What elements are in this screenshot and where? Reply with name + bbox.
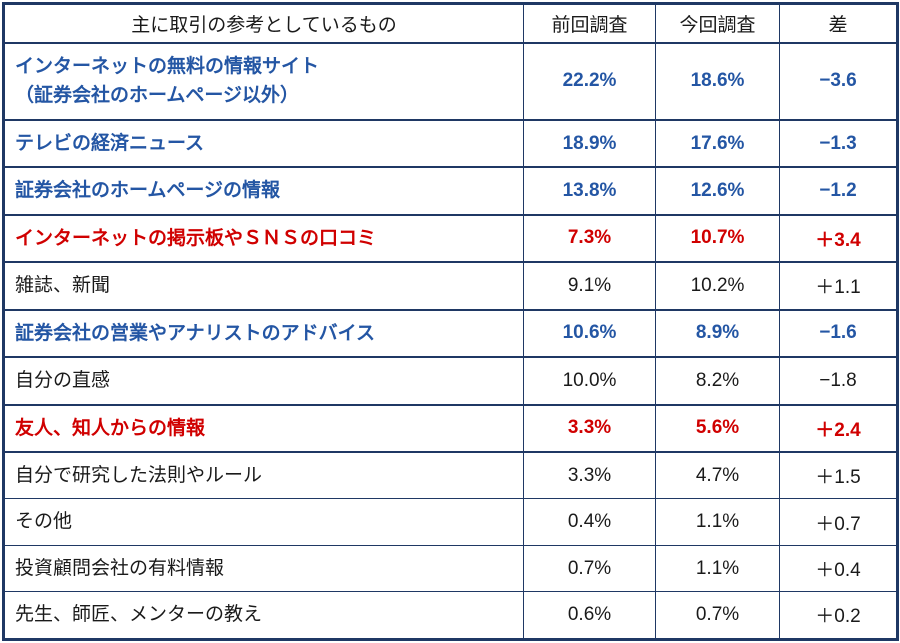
row-label: インターネットの無料の情報サイト （証券会社のホームページ以外） (3, 42, 524, 121)
table-header: 主に取引の参考としているもの 前回調査 今回調査 差 (3, 3, 898, 44)
table-row: 雑誌、新聞 9.1% 10.2% ＋1.1 (3, 261, 898, 311)
difference-value: −1.8 (779, 356, 898, 406)
header-previous-survey: 前回調査 (523, 3, 656, 44)
difference-value: −1.3 (779, 118, 898, 169)
table-row: その他 0.4% 1.1% ＋0.7 (3, 498, 898, 546)
table-row: インターネットの掲示板やＳＮＳの口コミ 7.3% 10.7% ＋3.4 (3, 213, 898, 264)
table-row: インターネットの無料の情報サイト （証券会社のホームページ以外） 22.2% 18.… (3, 42, 898, 121)
current-value: 12.6% (655, 166, 780, 216)
previous-value: 0.4% (523, 498, 656, 546)
header-row: 主に取引の参考としているもの 前回調査 今回調査 差 (3, 3, 898, 44)
header-current-survey: 今回調査 (655, 3, 780, 44)
row-label: 証券会社のホームページの情報 (3, 166, 524, 216)
difference-value: ＋3.4 (779, 213, 898, 264)
current-value: 1.1% (655, 498, 780, 546)
table-row: 自分の直感 10.0% 8.2% −1.8 (3, 356, 898, 406)
header-reference-source: 主に取引の参考としているもの (3, 3, 524, 44)
previous-value: 0.7% (523, 544, 656, 593)
difference-value: −3.6 (779, 42, 898, 121)
previous-value: 3.3% (523, 403, 656, 453)
previous-value: 0.6% (523, 591, 656, 640)
row-label: 雑誌、新聞 (3, 261, 524, 311)
table-row: テレビの経済ニュース 18.9% 17.6% −1.3 (3, 118, 898, 169)
previous-value: 9.1% (523, 261, 656, 311)
current-value: 10.7% (655, 213, 780, 264)
previous-value: 10.6% (523, 308, 656, 359)
difference-value: ＋1.5 (779, 451, 898, 500)
row-label: 証券会社の営業やアナリストのアドバイス (3, 308, 524, 359)
table-body: インターネットの無料の情報サイト （証券会社のホームページ以外） 22.2% 18.… (3, 42, 898, 640)
previous-value: 18.9% (523, 118, 656, 169)
row-label: テレビの経済ニュース (3, 118, 524, 169)
difference-value: −1.6 (779, 308, 898, 359)
header-difference: 差 (779, 3, 898, 44)
current-value: 5.6% (655, 403, 780, 453)
difference-value: ＋0.4 (779, 544, 898, 593)
previous-value: 7.3% (523, 213, 656, 264)
row-label: 自分の直感 (3, 356, 524, 406)
row-label: 先生、師匠、メンターの教え (3, 591, 524, 640)
table-row: 証券会社の営業やアナリストのアドバイス 10.6% 8.9% −1.6 (3, 308, 898, 359)
previous-value: 13.8% (523, 166, 656, 216)
table-row: 友人、知人からの情報 3.3% 5.6% ＋2.4 (3, 403, 898, 453)
current-value: 17.6% (655, 118, 780, 169)
difference-value: −1.2 (779, 166, 898, 216)
current-value: 4.7% (655, 451, 780, 500)
current-value: 8.9% (655, 308, 780, 359)
table-row: 証券会社のホームページの情報 13.8% 12.6% −1.2 (3, 166, 898, 216)
current-value: 10.2% (655, 261, 780, 311)
table-row: 先生、師匠、メンターの教え 0.6% 0.7% ＋0.2 (3, 591, 898, 640)
difference-value: ＋0.7 (779, 498, 898, 546)
previous-value: 10.0% (523, 356, 656, 406)
current-value: 8.2% (655, 356, 780, 406)
row-label: その他 (3, 498, 524, 546)
row-label: 自分で研究した法則やルール (3, 451, 524, 500)
previous-value: 22.2% (523, 42, 656, 121)
current-value: 0.7% (655, 591, 780, 640)
difference-value: ＋0.2 (779, 591, 898, 640)
table-row: 投資顧問会社の有料情報 0.7% 1.1% ＋0.4 (3, 544, 898, 593)
table-row: 自分で研究した法則やルール 3.3% 4.7% ＋1.5 (3, 451, 898, 500)
previous-value: 3.3% (523, 451, 656, 500)
current-value: 18.6% (655, 42, 780, 121)
row-label: 投資顧問会社の有料情報 (3, 544, 524, 593)
difference-value: ＋1.1 (779, 261, 898, 311)
current-value: 1.1% (655, 544, 780, 593)
row-label: 友人、知人からの情報 (3, 403, 524, 453)
row-label: インターネットの掲示板やＳＮＳの口コミ (3, 213, 524, 264)
difference-value: ＋2.4 (779, 403, 898, 453)
